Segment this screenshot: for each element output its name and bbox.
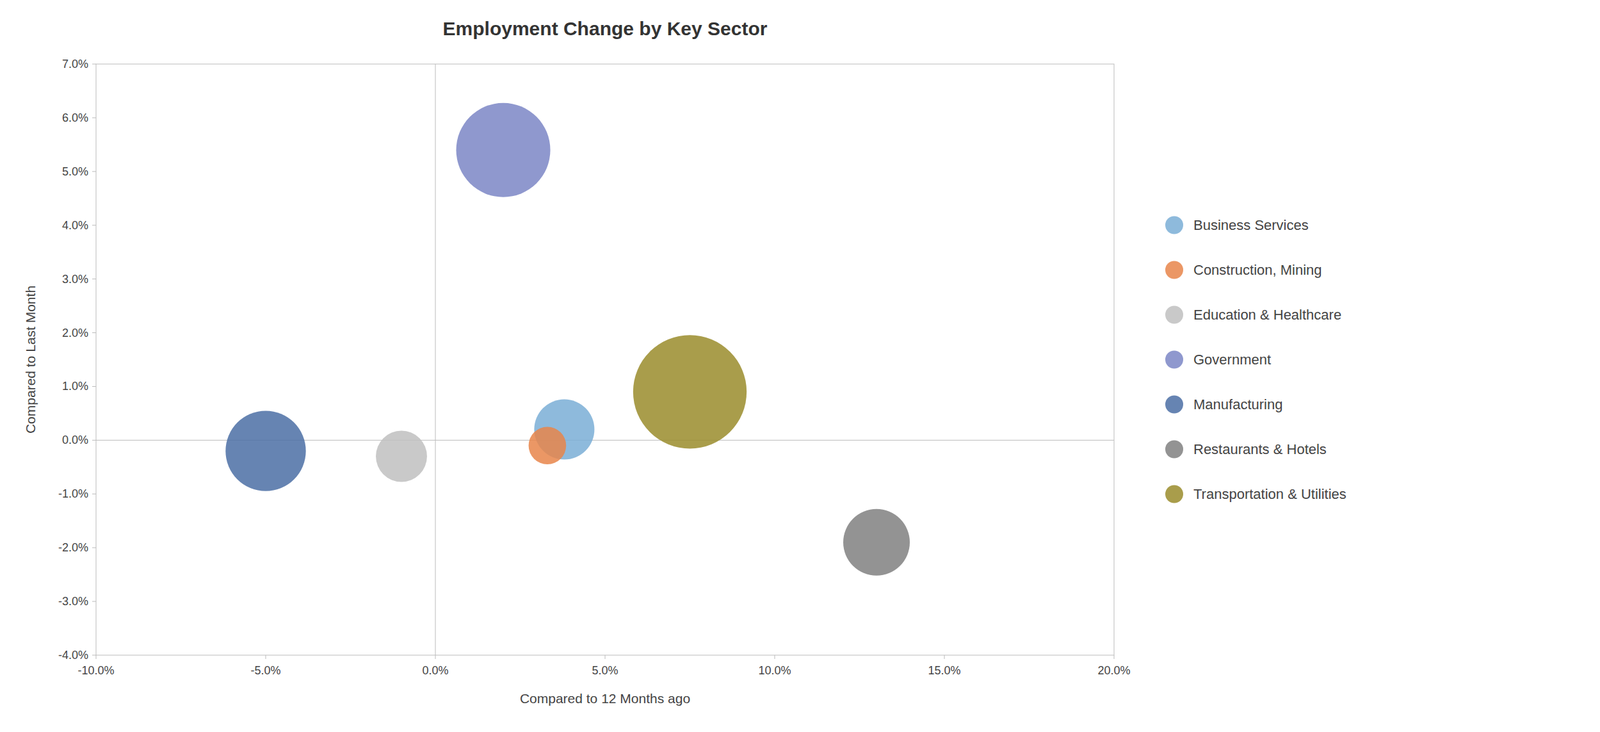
legend-marker [1165, 261, 1184, 280]
x-tick [435, 654, 437, 659]
y-tick [92, 278, 97, 280]
y-tick-label: 0.0% [62, 433, 89, 447]
bubble [455, 103, 550, 198]
y-tick-label: 6.0% [62, 111, 89, 125]
x-tick-label: 5.0% [591, 663, 618, 677]
y-tick [92, 332, 97, 333]
y-tick-label: -2.0% [58, 541, 89, 554]
legend-marker [1165, 216, 1184, 235]
background [0, 0, 1600, 732]
legend-marker [1165, 306, 1184, 324]
y-tick-label: -4.0% [58, 648, 89, 662]
x-tick [96, 654, 97, 659]
x-tick-label: -5.0% [250, 663, 281, 677]
y-tick [92, 493, 97, 495]
legend: Business Services Construction, Mining Edu… [1165, 216, 1347, 504]
x-tick-label: 0.0% [421, 663, 449, 677]
legend-marker [1165, 350, 1184, 369]
plot-frame [96, 64, 1115, 655]
y-tick [92, 170, 97, 172]
x-tick [265, 654, 267, 659]
legend-label: Government [1193, 351, 1271, 368]
legend-label: Transportation & Utilities [1193, 485, 1347, 502]
y-tick-label: 7.0% [62, 57, 89, 71]
y-tick [92, 64, 97, 65]
x-tick-label: -10.0% [77, 663, 114, 677]
legend-label: Education & Healthcare [1193, 306, 1342, 323]
x-tick [605, 654, 606, 659]
y-tick-label: -1.0% [58, 487, 89, 501]
legend-marker [1165, 440, 1184, 459]
y-axis-label: Compared to Last Month [23, 285, 38, 434]
y-tick [92, 224, 97, 226]
bubble [843, 509, 910, 576]
legend-marker [1165, 395, 1184, 414]
bubble [225, 410, 306, 491]
zero-line [435, 64, 437, 655]
x-tick [774, 654, 776, 659]
legend-label: Business Services [1193, 217, 1309, 234]
y-tick-label: 2.0% [62, 326, 89, 340]
title: Employment Change by Key Sector [443, 17, 768, 40]
y-tick-label: 4.0% [62, 218, 89, 232]
y-tick [92, 547, 97, 549]
y-tick [92, 439, 97, 441]
legend-label: Manufacturing [1193, 396, 1283, 413]
x-tick-label: 15.0% [927, 663, 961, 677]
bubbles [225, 103, 910, 576]
bubble [375, 430, 428, 483]
legend-marker [1165, 485, 1184, 504]
y-tick [92, 117, 97, 118]
x-tick-label: 20.0% [1097, 663, 1131, 677]
legend-label: Construction, Mining [1193, 261, 1323, 278]
chart: Employment Change by Key Sector -10.0% -5.… [0, 0, 1600, 732]
legend-label: Restaurants & Hotels [1193, 441, 1327, 458]
x-tick [944, 654, 946, 659]
x-axis-label: Compared to 12 Months ago [519, 690, 691, 706]
y-tick [92, 386, 97, 387]
axes: -10.0% -5.0% 0.0% 5.0% 10.0% 15.0% 20.0% -4.0% -… [58, 57, 1131, 677]
y-tick [92, 601, 97, 602]
y-tick-label: 5.0% [62, 165, 89, 178]
y-tick-label: 1.0% [62, 379, 89, 393]
x-tick [1114, 654, 1115, 659]
y-tick-label: -3.0% [58, 594, 89, 608]
y-tick-label: 3.0% [62, 272, 89, 286]
y-tick [92, 654, 97, 656]
bubble [633, 334, 747, 449]
bubble [528, 426, 567, 465]
x-tick-label: 10.0% [758, 663, 791, 677]
